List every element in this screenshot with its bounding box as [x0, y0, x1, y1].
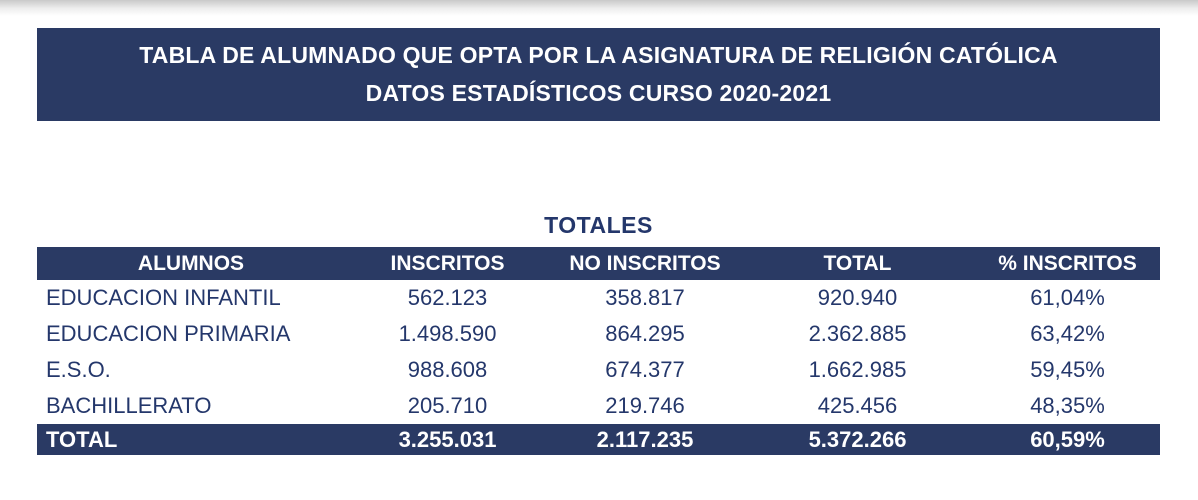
column-header-total: TOTAL — [823, 251, 892, 275]
section-title-totales: TOTALES — [544, 212, 653, 238]
row-pct: 48,35% — [1030, 393, 1105, 418]
column-header-inscritos: INSCRITOS — [390, 251, 505, 275]
document-title-line1: TABLA DE ALUMNADO QUE OPTA POR LA ASIGNA… — [139, 41, 1058, 68]
document-title-line2: DATOS ESTADÍSTICOS CURSO 2020-2021 — [365, 80, 832, 107]
table-header-row: ALUMNOS INSCRITOS NO INSCRITOS TOTAL % I… — [37, 247, 1160, 280]
document-title-band: TABLA DE ALUMNADO QUE OPTA POR LA ASIGNA… — [37, 28, 1160, 121]
total-row-pct: 60,59% — [1030, 426, 1105, 452]
row-no-inscritos: 674.377 — [605, 357, 685, 382]
total-row-inscritos: 3.255.031 — [398, 426, 497, 452]
row-inscritos: 988.608 — [407, 357, 488, 382]
row-inscritos: 562.123 — [407, 285, 488, 310]
total-row-total: 5.372.266 — [808, 426, 907, 452]
column-header-alumnos: ALUMNOS — [137, 251, 245, 275]
table-row: EDUCACION PRIMARIA 1.498.590 864.295 2.3… — [37, 316, 1160, 352]
row-total: 425.456 — [817, 393, 898, 418]
row-label: E.S.O. — [46, 357, 111, 382]
row-label: BACHILLERATO — [46, 393, 212, 418]
row-label: EDUCACION INFANTIL — [46, 285, 281, 310]
row-pct: 63,42% — [1030, 321, 1105, 346]
row-total: 920.940 — [817, 285, 898, 310]
row-inscritos: 1.498.590 — [398, 321, 497, 346]
column-header-no-inscritos: NO INSCRITOS — [569, 251, 721, 275]
row-no-inscritos: 358.817 — [605, 285, 685, 310]
row-no-inscritos: 219.746 — [605, 393, 685, 418]
table-row: BACHILLERATO 205.710 219.746 425.456 48,… — [37, 388, 1160, 424]
row-pct: 61,04% — [1030, 285, 1105, 310]
row-pct: 59,45% — [1030, 357, 1105, 382]
table-row: E.S.O. 988.608 674.377 1.662.985 59,45% — [37, 352, 1160, 388]
row-inscritos: 205.710 — [407, 393, 488, 418]
table-total-row: TOTAL 3.255.031 2.117.235 5.372.266 60,5… — [37, 424, 1160, 455]
table-row: EDUCACION INFANTIL 562.123 358.817 920.9… — [37, 280, 1160, 316]
row-no-inscritos: 864.295 — [605, 321, 685, 346]
total-row-no-inscritos: 2.117.235 — [596, 426, 694, 452]
row-label: EDUCACION PRIMARIA — [46, 321, 291, 346]
row-total: 2.362.885 — [808, 321, 907, 346]
table-body: EDUCACION INFANTIL 562.123 358.817 920.9… — [37, 280, 1160, 424]
column-header-pct-inscritos: % INSCRITOS — [998, 251, 1137, 275]
row-total: 1.662.985 — [808, 357, 907, 382]
statistics-table: ALUMNOS INSCRITOS NO INSCRITOS TOTAL % I… — [37, 247, 1160, 455]
total-row-label: TOTAL — [46, 426, 118, 452]
page-top-shadow — [0, 0, 1198, 16]
